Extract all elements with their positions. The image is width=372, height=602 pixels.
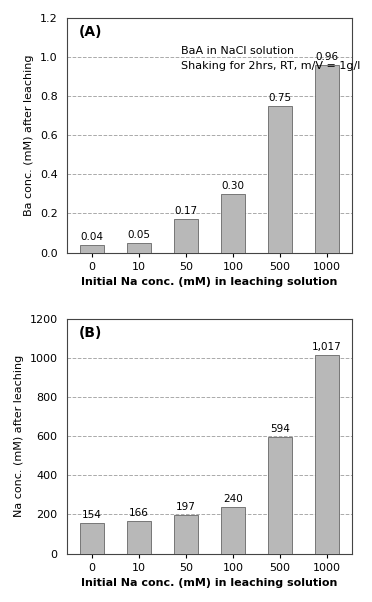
X-axis label: Initial Na conc. (mM) in leaching solution: Initial Na conc. (mM) in leaching soluti… bbox=[81, 277, 338, 287]
Bar bbox=[315, 355, 339, 553]
Text: 1,017: 1,017 bbox=[312, 341, 342, 352]
Text: 594: 594 bbox=[270, 424, 290, 434]
Bar bbox=[315, 65, 339, 252]
Text: (B): (B) bbox=[78, 326, 102, 340]
Text: 154: 154 bbox=[82, 510, 102, 520]
Bar bbox=[127, 243, 151, 252]
Bar bbox=[268, 438, 292, 553]
Text: BaA in NaCl solution
Shaking for 2hrs, RT, m/V = 1g/l: BaA in NaCl solution Shaking for 2hrs, R… bbox=[181, 46, 360, 71]
Text: 0.05: 0.05 bbox=[128, 230, 151, 240]
Bar bbox=[127, 521, 151, 553]
Bar bbox=[221, 507, 245, 553]
Y-axis label: Na conc. (mM) after leaching: Na conc. (mM) after leaching bbox=[14, 355, 24, 517]
Text: 0.75: 0.75 bbox=[269, 93, 292, 103]
Text: (A): (A) bbox=[78, 25, 102, 39]
X-axis label: Initial Na conc. (mM) in leaching solution: Initial Na conc. (mM) in leaching soluti… bbox=[81, 578, 338, 588]
Bar bbox=[174, 219, 198, 252]
Bar bbox=[174, 515, 198, 553]
Bar bbox=[80, 523, 104, 553]
Y-axis label: Ba conc. (mM) after leaching: Ba conc. (mM) after leaching bbox=[24, 54, 34, 216]
Text: 166: 166 bbox=[129, 508, 149, 518]
Text: 0.96: 0.96 bbox=[315, 52, 339, 62]
Text: 0.30: 0.30 bbox=[221, 181, 244, 191]
Text: 240: 240 bbox=[223, 494, 243, 503]
Bar bbox=[80, 244, 104, 252]
Text: 0.04: 0.04 bbox=[80, 232, 103, 241]
Text: 197: 197 bbox=[176, 502, 196, 512]
Text: 0.17: 0.17 bbox=[174, 206, 198, 216]
Bar bbox=[221, 194, 245, 252]
Bar bbox=[268, 106, 292, 252]
